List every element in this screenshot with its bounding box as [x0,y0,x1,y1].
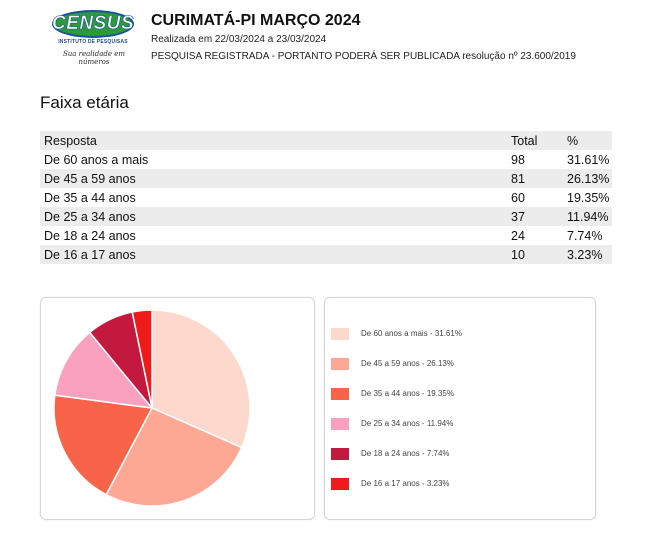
pie-slice-4 [54,331,154,409]
section-title: Faixa etária [40,93,129,112]
legend-label: De 60 anos a mais - 31.61% [361,329,462,338]
cell-resposta: De 35 a 44 anos [44,190,136,205]
cell-resposta: De 60 anos a mais [44,152,149,167]
cell-resposta: De 18 a 24 anos [44,228,136,243]
pie-chart [53,309,251,507]
header-resposta: Resposta [44,133,97,148]
table-header-row: Resposta Total % [40,131,612,150]
cell-total: 10 [511,247,525,262]
legend-swatch [331,418,349,430]
report-header: CENSUS INSTITUTO DE PESQUISAS Sua realid… [0,0,653,70]
legend-label: De 45 a 59 anos - 26.13% [361,359,454,368]
cell-resposta: De 45 a 59 anos [44,171,136,186]
table-row: De 60 anos a mais 98 31.61% [40,150,612,169]
cell-percent: 3.23% [567,247,603,262]
report-dates: Realizada em 22/03/2024 a 23/03/2024 [151,34,327,45]
results-table: Resposta Total % De 60 anos a mais 98 31… [40,131,612,264]
cell-percent: 11.94% [567,209,609,224]
table-row: De 35 a 44 anos 60 19.35% [40,188,612,207]
cell-percent: 19.35% [567,190,610,205]
logo-subtitle: INSTITUTO DE PESQUISAS [58,39,128,45]
cell-total: 81 [511,171,525,186]
table-row: De 16 a 17 anos 10 3.23% [40,245,612,264]
census-logo: CENSUS INSTITUTO DE PESQUISAS Sua realid… [52,10,136,66]
legend-swatch [331,388,349,400]
pie-slice-2 [105,407,243,507]
logo-text: CENSUS [52,13,135,35]
pie-chart-card [40,297,315,520]
cell-total: 24 [511,228,525,243]
cell-total: 37 [511,209,525,224]
cell-percent: 7.74% [567,228,603,243]
report-title: CURIMATÁ-PI MARÇO 2024 [151,12,361,29]
legend-card: De 60 anos a mais - 31.61% De 45 a 59 an… [324,297,596,520]
cell-resposta: De 16 a 17 anos [44,247,136,262]
cell-resposta: De 25 a 34 anos [44,209,136,224]
legend-label: De 35 a 44 anos - 19.35% [361,389,454,398]
legend-label: De 16 a 17 anos - 3.23% [361,479,450,488]
registration-note: PESQUISA REGISTRADA - PORTANTO PODERÁ SE… [151,51,576,62]
legend-swatch [331,478,349,490]
table-row: De 45 a 59 anos 81 26.13% [40,169,612,188]
legend-swatch [331,328,349,340]
pie-slice-6 [131,309,153,409]
pie-slice-1 [151,309,251,449]
legend-swatch [331,448,349,460]
header-percent: % [567,133,579,148]
legend-swatch [331,358,349,370]
cell-total: 98 [511,152,525,167]
legend-label: De 18 a 24 anos - 7.74% [361,449,450,458]
cell-total: 60 [511,190,525,205]
logo-emblem [52,10,134,38]
table-row: De 25 a 34 anos 37 11.94% [40,207,612,226]
legend-label: De 25 a 34 anos - 11.94% [361,419,454,428]
cell-percent: 31.61% [567,152,610,167]
logo-tagline: Sua realidade em números [62,50,126,66]
header-total: Total [511,133,538,148]
table-row: De 18 a 24 anos 24 7.74% [40,226,612,245]
pie-slice-3 [53,394,154,496]
cell-percent: 26.13% [567,171,610,186]
